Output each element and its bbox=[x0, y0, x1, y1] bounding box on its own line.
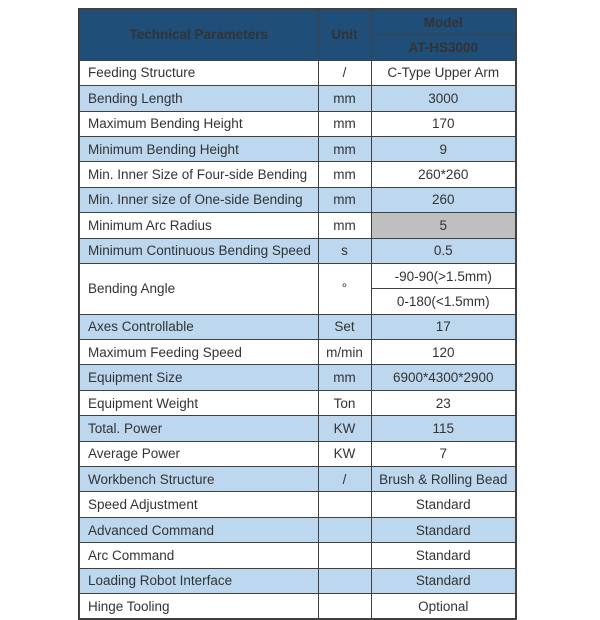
header-technical-parameters: Technical Parameters bbox=[78, 8, 319, 61]
model-value: 120 bbox=[370, 339, 517, 366]
param-label: Arc Command bbox=[78, 542, 319, 569]
unit-value: m/min bbox=[317, 339, 372, 366]
table-row: Advanced Command Standard bbox=[78, 516, 517, 544]
param-label: Maximum Bending Height bbox=[78, 110, 319, 137]
spec-table-body: Feeding Structure / C-Type Upper Arm Bendin… bbox=[78, 59, 517, 620]
unit-value: mm bbox=[317, 110, 372, 137]
param-label: Min. Inner Size of Four-side Bending bbox=[78, 161, 319, 188]
table-row: Total. Power KW 115 bbox=[78, 415, 517, 442]
model-value: 260 bbox=[370, 186, 517, 214]
table-row: Bending Length mm 3000 bbox=[78, 85, 517, 112]
unit-value: mm bbox=[317, 186, 372, 214]
param-label: Bending Angle bbox=[78, 262, 319, 315]
unit-value: / bbox=[317, 59, 372, 87]
param-label: Total. Power bbox=[78, 415, 319, 442]
param-label: Maximum Feeding Speed bbox=[78, 339, 319, 366]
model-value: 23 bbox=[370, 389, 517, 417]
model-value: Standard bbox=[370, 567, 517, 594]
model-value: 3000 bbox=[370, 85, 517, 112]
model-value: Brush & Rolling Bead bbox=[370, 466, 517, 493]
table-row: Equipment Weight Ton 23 bbox=[78, 389, 517, 417]
param-label: Loading Robot Interface bbox=[78, 567, 319, 594]
header-row-top: Technical Parameters Unit Model bbox=[78, 8, 517, 61]
model-value: 5 bbox=[370, 212, 517, 239]
table-row: Maximum Feeding Speed m/min 120 bbox=[78, 339, 517, 366]
table-row: Bending Angle ° -90-90(>1.5mm) bbox=[78, 262, 517, 315]
unit-value: Ton bbox=[317, 389, 372, 417]
model-value: 0.5 bbox=[370, 237, 517, 264]
unit-value: mm bbox=[317, 135, 372, 163]
table-row: Maximum Bending Height mm 170 bbox=[78, 110, 517, 137]
table-row: Minimum Bending Height mm 9 bbox=[78, 135, 517, 163]
technical-parameters-table: Technical Parameters Unit Model AT-HS300… bbox=[78, 8, 517, 620]
unit-value: s bbox=[317, 237, 372, 264]
table-row: Minimum Arc Radius mm 5 bbox=[78, 212, 517, 239]
param-label: Axes Controllable bbox=[78, 313, 319, 341]
param-label: Feeding Structure bbox=[78, 59, 319, 87]
unit-value: mm bbox=[317, 85, 372, 112]
unit-value: Set bbox=[317, 313, 372, 341]
unit-value bbox=[317, 592, 372, 620]
param-label: Equipment Size bbox=[78, 364, 319, 391]
unit-value: ° bbox=[317, 262, 372, 315]
table-row: Feeding Structure / C-Type Upper Arm bbox=[78, 59, 517, 87]
param-label: Advanced Command bbox=[78, 516, 319, 544]
model-value: 6900*4300*2900 bbox=[370, 364, 517, 391]
model-value: Standard bbox=[370, 516, 517, 544]
model-value: Standard bbox=[370, 491, 517, 518]
table-subrow: 0-180(<1.5mm) bbox=[79, 288, 517, 315]
model-value: Optional bbox=[370, 592, 517, 620]
param-label: Equipment Weight bbox=[78, 389, 319, 417]
param-label: Bending Length bbox=[78, 85, 319, 112]
model-value: 9 bbox=[370, 135, 517, 163]
table-row: Average Power KW 7 bbox=[78, 440, 517, 468]
model-value: 260*260 bbox=[370, 161, 517, 188]
param-label: Minimum Arc Radius bbox=[78, 212, 319, 239]
model-value: 0-180(<1.5mm) bbox=[370, 288, 517, 315]
unit-value bbox=[317, 491, 372, 518]
table-row: Loading Robot Interface Standard bbox=[78, 567, 517, 594]
table-row: Equipment Size mm 6900*4300*2900 bbox=[78, 364, 517, 391]
unit-value: KW bbox=[317, 415, 372, 442]
unit-value bbox=[317, 516, 372, 544]
table-row: Speed Adjustment Standard bbox=[78, 491, 517, 518]
model-value: C-Type Upper Arm bbox=[370, 59, 517, 87]
param-label: Hinge Tooling bbox=[78, 592, 319, 620]
table-header: Technical Parameters Unit Model AT-HS300… bbox=[78, 8, 517, 61]
model-value: Standard bbox=[370, 542, 517, 569]
param-label: Minimum Bending Height bbox=[78, 135, 319, 163]
unit-value: mm bbox=[317, 364, 372, 391]
param-label: Minimum Continuous Bending Speed bbox=[78, 237, 319, 264]
param-label: Min. Inner size of One-side Bending bbox=[78, 186, 319, 214]
header-model: Model bbox=[370, 8, 517, 36]
model-value: -90-90(>1.5mm) bbox=[370, 262, 517, 290]
table-row: Arc Command Standard bbox=[78, 542, 517, 569]
header-unit: Unit bbox=[317, 8, 372, 61]
table-row: Minimum Continuous Bending Speed s 0.5 bbox=[78, 237, 517, 264]
unit-value: mm bbox=[317, 161, 372, 188]
table-row: Hinge Tooling Optional bbox=[78, 592, 517, 620]
table-row: Min. Inner size of One-side Bending mm 260 bbox=[78, 186, 517, 214]
table-row: Min. Inner Size of Four-side Bending mm 26… bbox=[78, 161, 517, 188]
param-label: Average Power bbox=[78, 440, 319, 468]
model-value: 115 bbox=[370, 415, 517, 442]
unit-value bbox=[317, 567, 372, 594]
unit-value: / bbox=[317, 466, 372, 493]
unit-value: KW bbox=[317, 440, 372, 468]
model-value: 17 bbox=[370, 313, 517, 341]
unit-value: mm bbox=[317, 212, 372, 239]
table-row: Workbench Structure / Brush & Rolling Bead bbox=[78, 466, 517, 493]
unit-value bbox=[317, 542, 372, 569]
model-value: 170 bbox=[370, 110, 517, 137]
param-label: Workbench Structure bbox=[78, 466, 319, 493]
header-row-bottom: AT-HS3000 bbox=[79, 34, 517, 61]
table-row: Axes Controllable Set 17 bbox=[78, 313, 517, 341]
header-model-name: AT-HS3000 bbox=[370, 34, 517, 61]
model-value: 7 bbox=[370, 440, 517, 468]
param-label: Speed Adjustment bbox=[78, 491, 319, 518]
spec-table-container: Technical Parameters Unit Model AT-HS300… bbox=[78, 8, 517, 620]
